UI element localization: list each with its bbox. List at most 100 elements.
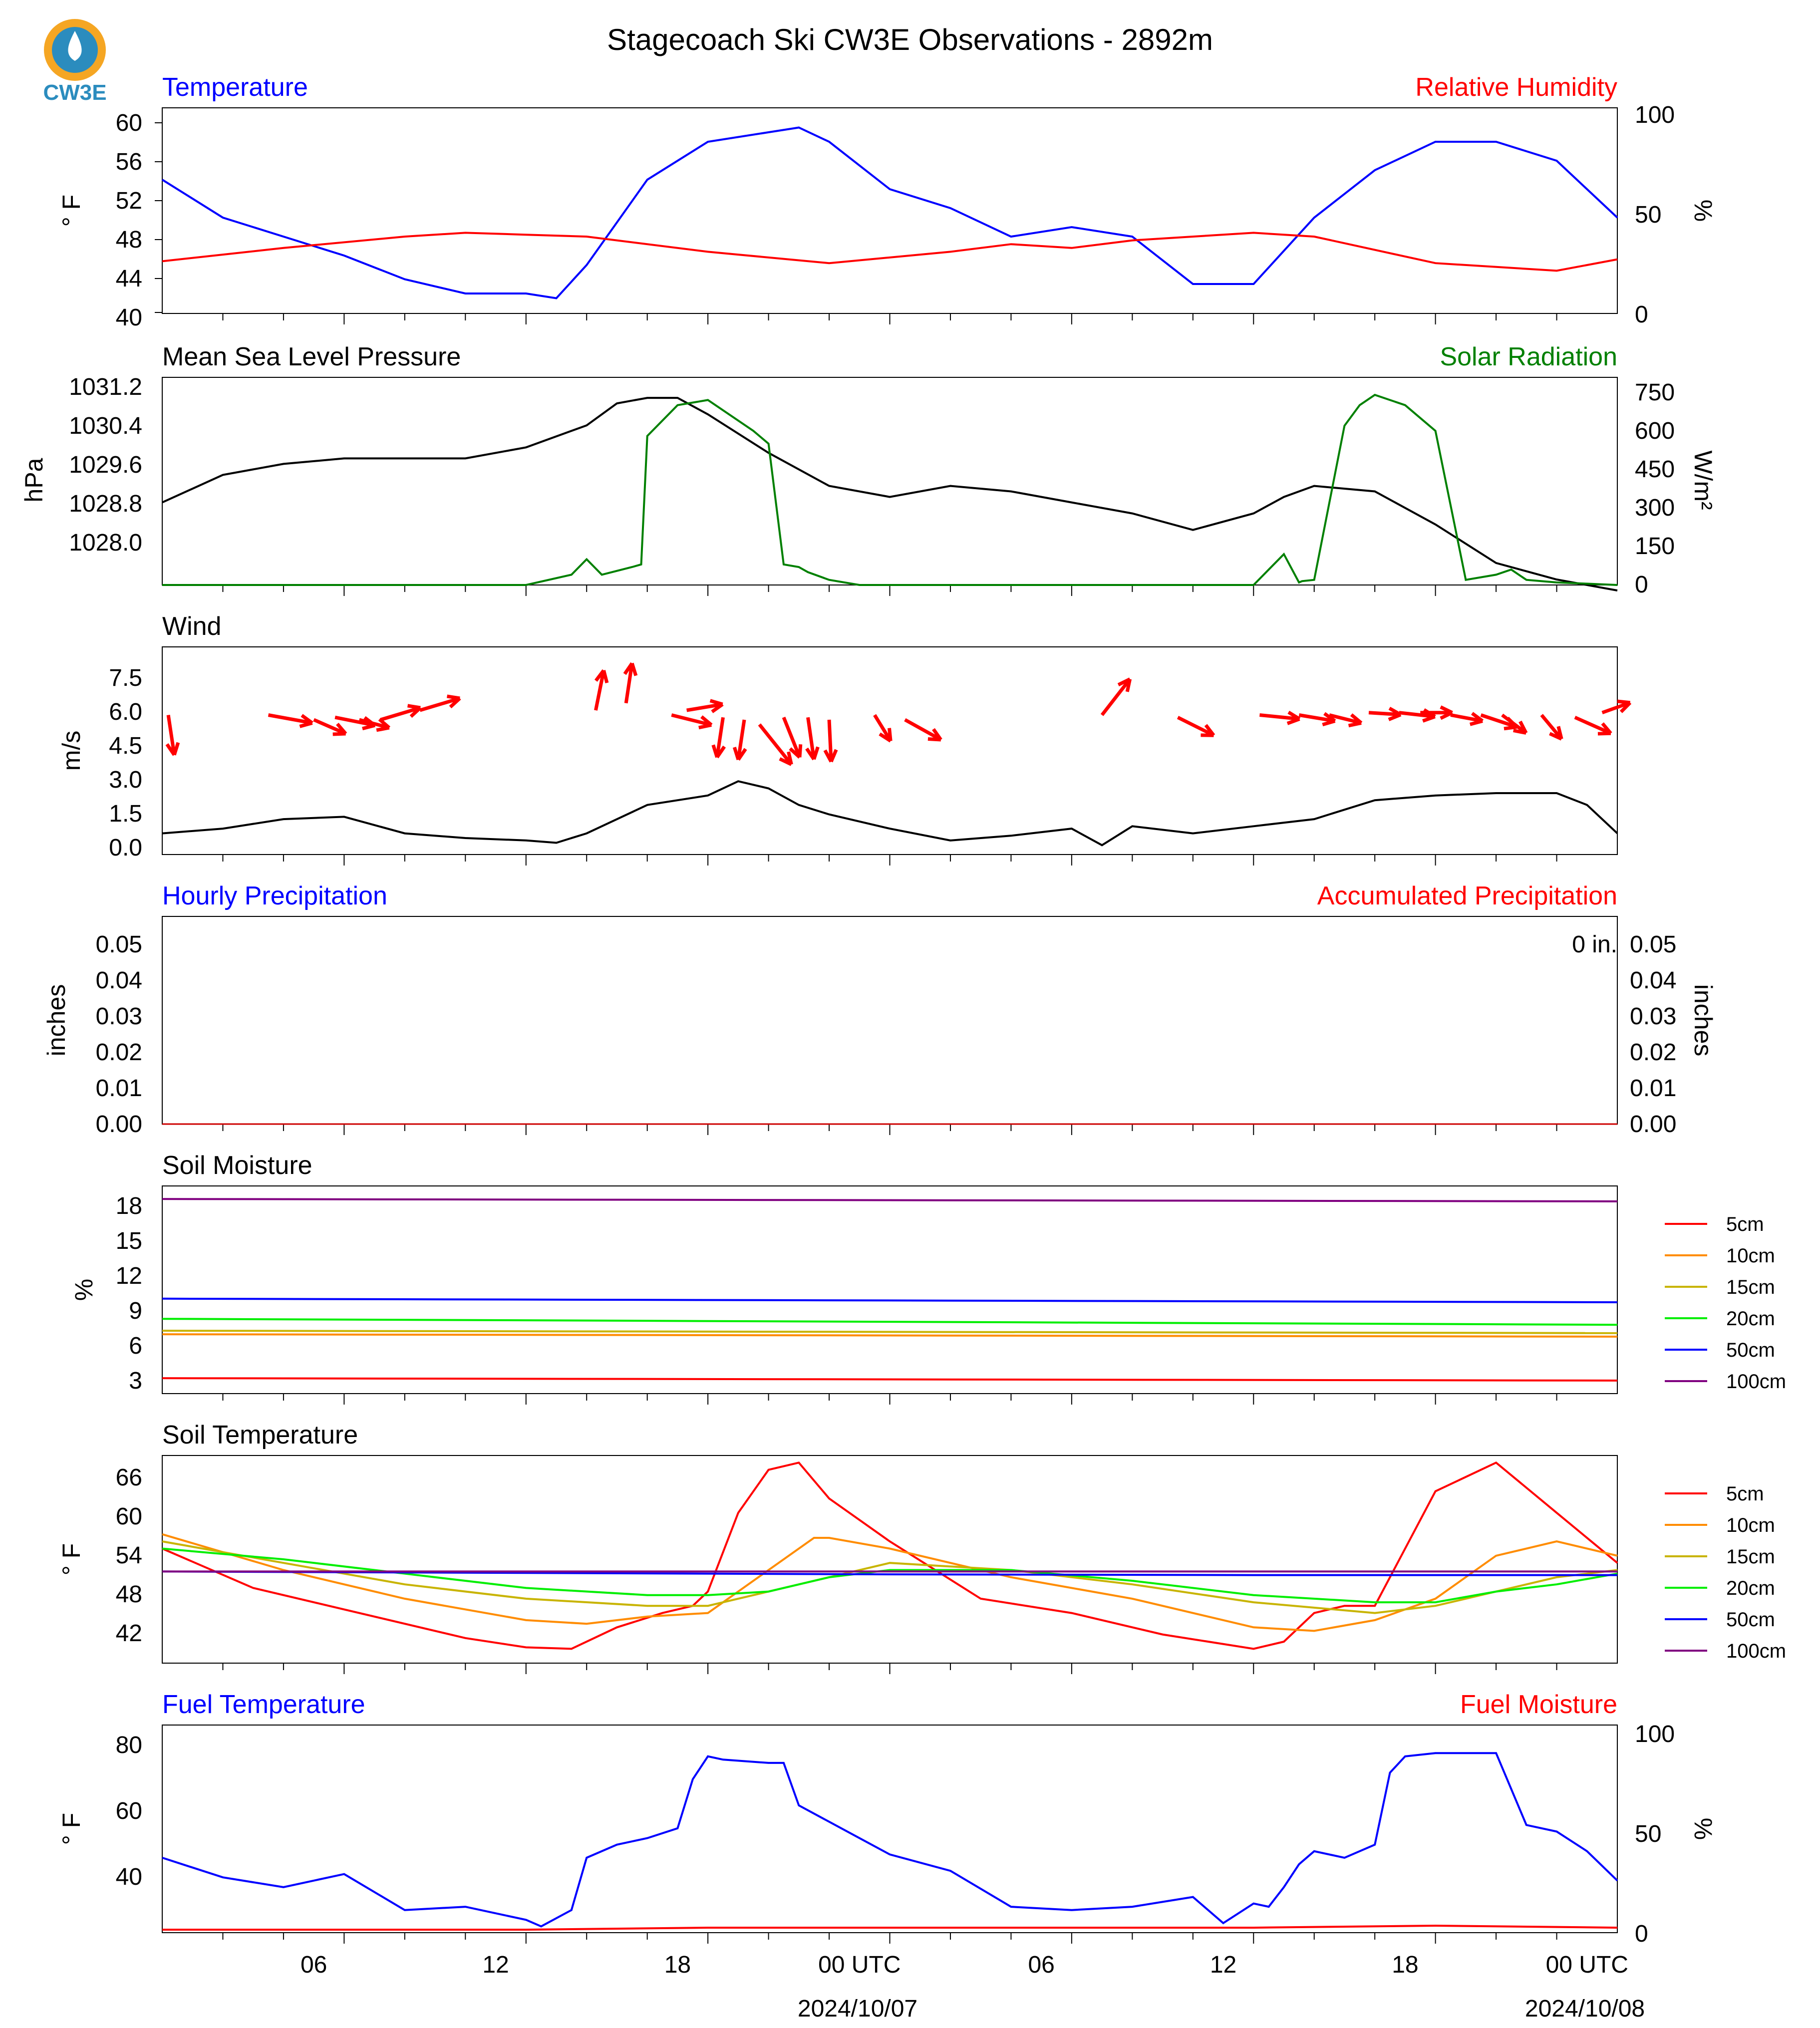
solar-title: Solar Radiation [1440, 342, 1617, 371]
fuel-moisture-line [162, 1924, 1618, 1931]
sm-10cm-line [162, 1333, 1618, 1338]
panel-temperature: Temperature Relative Humidity ° F % 60 5… [57, 73, 1717, 331]
fuel-temp-line [162, 1752, 1618, 1928]
wind-arrowhead [1388, 706, 1402, 721]
accum-right-ticks: 0.05 0.04 0.03 0.02 0.01 0.00 [1630, 931, 1676, 1138]
solar-line [162, 393, 1618, 586]
pressure-tick-1031.2: 1031.2 [69, 374, 142, 400]
legend-label: 10cm [1726, 1245, 1775, 1267]
soil-moisture-title: Soil Moisture [162, 1151, 312, 1180]
wind-tick-7.5: 7.5 [109, 665, 142, 691]
soil-moisture-y-label: % [70, 1279, 98, 1301]
wind-arrowhead [779, 751, 793, 766]
wind-arrowhead [165, 742, 180, 756]
temperature-x-ticks [222, 313, 1557, 324]
temperature-left-ticks: 60 56 52 48 44 40 [116, 110, 162, 331]
rh-y-label: % [1689, 200, 1717, 222]
accum-precip-value: 0 in. [1572, 931, 1617, 958]
wind-arrow [758, 723, 793, 766]
wind-arrow [782, 716, 802, 758]
wind-arrow [806, 717, 816, 760]
logo-text: CW3E [43, 80, 106, 105]
wind-x-ticks [222, 855, 1557, 866]
wind-arrowhead [1597, 722, 1612, 736]
accum-tick-0.00: 0.00 [1630, 1111, 1676, 1138]
wind-y-label: m/s [57, 731, 85, 771]
sm-tick-18: 18 [116, 1193, 142, 1219]
fuel-right-ticks: 100 50 0 [1635, 1721, 1675, 1947]
temp-tick-48: 48 [116, 227, 142, 253]
sm-50cm-line [162, 1297, 1618, 1303]
wind-arrow [166, 714, 176, 756]
wind-arrowhead [1201, 724, 1215, 737]
pressure-tick-1028.0: 1028.0 [69, 530, 142, 556]
wind-arrow [1540, 714, 1563, 740]
x-tick-label: 18 [1392, 1952, 1418, 1978]
wind-arrowhead [927, 728, 942, 742]
soil-temp-title: Soil Temperature [162, 1421, 358, 1449]
wind-arrow [827, 719, 833, 762]
solar-tick-450: 450 [1635, 456, 1675, 483]
wind-arrow [1399, 711, 1436, 719]
accum-tick-0.04: 0.04 [1630, 967, 1676, 994]
solar-tick-150: 150 [1635, 533, 1675, 560]
legend-label: 20cm [1726, 1308, 1775, 1330]
legend-label: 20cm [1726, 1577, 1775, 1599]
precip-tick-0.04: 0.04 [96, 967, 142, 994]
panel-soil-moisture: Soil Moisture % 18 15 12 9 6 3 5cm 10cm 15… [70, 1151, 1786, 1405]
fuel-tick-40: 40 [116, 1864, 142, 1890]
temp-tick-56: 56 [116, 149, 142, 175]
wind-arrowhead [407, 704, 422, 718]
fuel-moisture-y-label: % [1689, 1818, 1717, 1840]
wind-arrowhead [709, 699, 724, 713]
fuel-moisture-title: Fuel Moisture [1460, 1690, 1617, 1719]
x-tick-label: 06 [1028, 1952, 1054, 1978]
sm-tick-3: 3 [129, 1368, 142, 1394]
precip-left-ticks: 0.05 0.04 0.03 0.02 0.01 0.00 [96, 931, 142, 1138]
hourly-precip-title: Hourly Precipitation [162, 881, 387, 910]
wind-arrowhead [879, 728, 893, 743]
wind-arrow [1501, 713, 1527, 735]
wind-arrow [624, 663, 634, 704]
wind-frame [162, 646, 1618, 855]
fuel-x-ticks: 06 12 18 00 UTC 06 12 18 00 UTC [222, 1933, 1628, 1978]
wind-arrowhead [623, 662, 638, 676]
soil-moisture-frame [162, 1185, 1618, 1394]
wind-arrow [1298, 713, 1335, 723]
wind-arrow [873, 714, 893, 742]
wind-arrow [715, 717, 725, 758]
wind-arrow [1450, 713, 1483, 723]
wind-arrowhead [299, 714, 313, 728]
precip-frame [162, 916, 1618, 1125]
solar-tick-750: 750 [1635, 379, 1675, 406]
wind-arrow [736, 719, 746, 760]
panel-wind: Wind m/s 7.5 6.0 4.5 3.0 1.5 0.0 [57, 612, 1632, 866]
x-tick-label: 00 UTC [818, 1952, 901, 1978]
st-tick-54: 54 [116, 1542, 142, 1569]
soil-moisture-left-ticks: 18 15 12 9 6 3 [116, 1193, 142, 1394]
wind-arrowhead [1617, 699, 1632, 713]
temp-tick-60: 60 [116, 110, 142, 136]
wind-arrow [1574, 716, 1612, 735]
temp-tick-44: 44 [116, 266, 142, 292]
legend-label: 5cm [1726, 1483, 1764, 1505]
wind-arrowhead [789, 744, 803, 759]
wind-arrowhead [732, 747, 747, 761]
wind-left-ticks: 7.5 6.0 4.5 3.0 1.5 0.0 [109, 665, 142, 861]
precip-tick-0.05: 0.05 [96, 931, 142, 958]
st-15cm-line [162, 1540, 1618, 1614]
solar-y-label: W/m² [1689, 450, 1717, 510]
precip-tick-0.01: 0.01 [96, 1075, 142, 1102]
wind-arrow [594, 670, 606, 711]
precip-tick-0.02: 0.02 [96, 1039, 142, 1066]
wind-arrow [1329, 713, 1362, 725]
wind-arrow [686, 702, 723, 712]
wind-arrowhead [823, 749, 838, 763]
temp-tick-40: 40 [116, 304, 142, 331]
wind-tick-4.5: 4.5 [109, 733, 142, 759]
wind-arrow [1601, 701, 1631, 715]
temperature-y-label: ° F [57, 195, 85, 227]
date-label-2: 2024/10/08 [1525, 1996, 1645, 2022]
rh-tick-50: 50 [1635, 202, 1661, 228]
